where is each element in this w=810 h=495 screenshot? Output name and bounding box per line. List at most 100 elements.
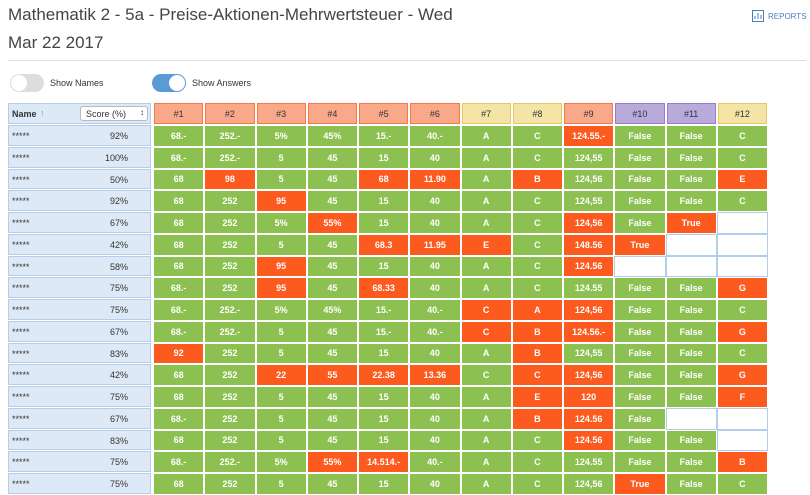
answer-cell: 15 bbox=[358, 342, 410, 365]
name-cell bbox=[8, 299, 151, 320]
answer-cell: A bbox=[460, 212, 512, 234]
answer-cell: C bbox=[460, 299, 512, 321]
answer-cell: A bbox=[511, 299, 563, 321]
answer-cell: 68 bbox=[153, 386, 205, 408]
answer-cell: B bbox=[511, 342, 563, 365]
answer-cell: 95 bbox=[255, 255, 307, 278]
student-name: ***** bbox=[12, 239, 30, 250]
student-score: 58% bbox=[109, 261, 128, 272]
answer-cell: 98 bbox=[204, 168, 256, 191]
column-header[interactable]: #3 bbox=[256, 103, 306, 124]
student-name: ***** bbox=[12, 152, 30, 163]
column-header[interactable]: #5 bbox=[359, 103, 409, 124]
answer-cell: 40 bbox=[409, 342, 461, 365]
answer-cell: 252 bbox=[204, 255, 256, 278]
answer-cell: 148.56 bbox=[563, 233, 615, 256]
reports-link[interactable]: REPORTS bbox=[768, 12, 807, 21]
student-name: ***** bbox=[12, 218, 30, 228]
answer-cell: 5 bbox=[255, 407, 307, 430]
answer-cell bbox=[665, 233, 717, 256]
answer-cell: 5 bbox=[255, 386, 307, 408]
answer-cell: B bbox=[511, 168, 563, 191]
score-header[interactable]: Score (%) bbox=[86, 109, 127, 119]
answer-cell: E bbox=[460, 233, 512, 256]
column-header[interactable]: #8 bbox=[512, 103, 562, 124]
answer-cell: B bbox=[716, 451, 768, 473]
score-select[interactable] bbox=[80, 106, 148, 121]
column-header[interactable]: #4 bbox=[307, 103, 357, 124]
student-score: 92% bbox=[109, 131, 128, 141]
answer-cell: 5% bbox=[255, 212, 307, 234]
select-arrows: ↕ bbox=[140, 108, 144, 117]
answer-cell: False bbox=[614, 190, 666, 212]
column-header[interactable]: #10 bbox=[615, 103, 665, 124]
answer-cell: A bbox=[460, 125, 512, 147]
column-header[interactable]: #12 bbox=[717, 103, 767, 124]
column-header[interactable]: #11 bbox=[666, 103, 716, 124]
answer-cell: False bbox=[614, 299, 666, 321]
answer-cell: 15 bbox=[358, 146, 410, 169]
answer-cell: 45 bbox=[306, 342, 358, 365]
answer-cell: False bbox=[614, 320, 666, 343]
answer-cell: 124,55 bbox=[563, 190, 615, 212]
answer-cell: E bbox=[716, 168, 768, 191]
answer-cell: C bbox=[511, 125, 563, 147]
answer-cell: A bbox=[460, 190, 512, 212]
toggle[interactable] bbox=[10, 74, 44, 92]
student-name: ***** bbox=[12, 370, 30, 381]
student-score: 92% bbox=[109, 196, 128, 207]
answer-cell: 15 bbox=[358, 255, 410, 278]
column-header[interactable]: #2 bbox=[205, 103, 255, 124]
toggle[interactable] bbox=[152, 74, 186, 92]
answer-cell: 40.- bbox=[409, 125, 461, 147]
answer-cell: 68 bbox=[153, 212, 205, 234]
divider bbox=[8, 60, 806, 61]
answer-cell: 11.90 bbox=[409, 168, 461, 191]
student-score: 100% bbox=[104, 152, 128, 163]
name-cell bbox=[8, 407, 151, 429]
answer-cell: A bbox=[460, 146, 512, 169]
answer-cell: 252 bbox=[204, 190, 256, 212]
answer-cell: 40 bbox=[409, 277, 461, 299]
answer-cell: 45 bbox=[306, 233, 358, 256]
answer-cell: C bbox=[511, 212, 563, 234]
answer-cell: False bbox=[665, 146, 717, 169]
answer-cell: False bbox=[614, 429, 666, 452]
name-cell bbox=[8, 255, 151, 277]
student-name: ***** bbox=[12, 174, 30, 185]
name-cell bbox=[8, 451, 151, 472]
answer-cell: 15 bbox=[358, 212, 410, 234]
column-header[interactable]: #6 bbox=[410, 103, 460, 124]
answer-cell: A bbox=[460, 429, 512, 452]
name-cell bbox=[8, 277, 151, 298]
column-header[interactable]: #1 bbox=[154, 103, 204, 124]
answer-cell: True bbox=[665, 212, 717, 234]
answer-cell: 55 bbox=[306, 364, 358, 386]
answer-cell: E bbox=[511, 386, 563, 408]
column-header[interactable]: #9 bbox=[564, 103, 614, 124]
name-header-label[interactable]: Name bbox=[12, 109, 37, 119]
answer-cell: False bbox=[665, 168, 717, 191]
answer-cell: 40 bbox=[409, 146, 461, 169]
answer-cell: 40 bbox=[409, 473, 461, 495]
answer-cell: 45 bbox=[306, 320, 358, 343]
answer-cell: C bbox=[511, 473, 563, 495]
toggle-label: Show Names bbox=[50, 78, 104, 88]
answer-cell: 252 bbox=[204, 233, 256, 256]
toggle-knob bbox=[11, 75, 27, 91]
answer-cell: 252.- bbox=[204, 146, 256, 169]
student-name: ***** bbox=[12, 326, 30, 337]
answer-cell: 68.- bbox=[153, 320, 205, 343]
answer-cell: 15.- bbox=[358, 125, 410, 147]
answer-cell: 252.- bbox=[204, 299, 256, 321]
column-header[interactable]: #7 bbox=[461, 103, 511, 124]
answer-cell: C bbox=[716, 342, 768, 365]
answer-cell: 68 bbox=[358, 168, 410, 191]
answer-cell bbox=[614, 255, 666, 278]
answer-cell: C bbox=[511, 233, 563, 256]
answer-cell: 124.56.- bbox=[563, 320, 615, 343]
answer-cell: 252.- bbox=[204, 451, 256, 473]
answer-cell: 68.- bbox=[153, 125, 205, 147]
answer-cell: 15.- bbox=[358, 299, 410, 321]
reports-icon[interactable] bbox=[752, 10, 764, 22]
